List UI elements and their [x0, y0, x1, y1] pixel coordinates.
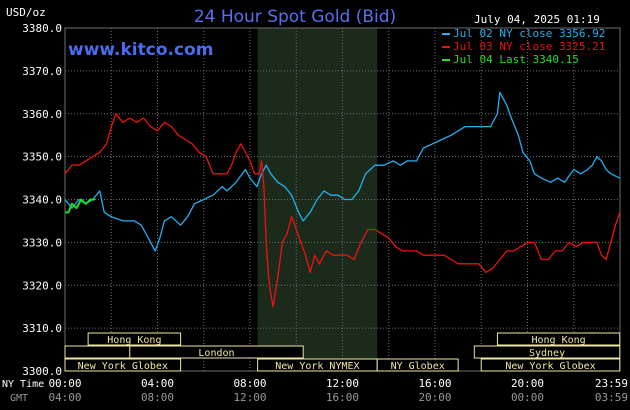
y-tick-label: 3300.0 — [22, 365, 62, 378]
session-label: Hong Kong — [107, 335, 161, 346]
x-tick-label-gmt: 16:00 — [326, 391, 359, 404]
x-tick-label-ny: 23:59 — [595, 377, 628, 390]
x-tick-label-ny: 04:00 — [141, 377, 174, 390]
session-box: Hong Kong — [87, 332, 182, 346]
session-box: London — [129, 345, 304, 359]
session-label: Sydney — [529, 348, 565, 359]
series-line-1 — [64, 91, 621, 252]
x-tick-label-ny: 12:00 — [326, 377, 359, 390]
y-tick-label: 3320.0 — [22, 279, 62, 292]
watermark-text: www.kitco.com — [68, 40, 213, 60]
x-tick-label-ny: 20:00 — [511, 377, 544, 390]
x-tick-label-gmt: 04:00 — [48, 391, 81, 404]
legend-entry: Jul 02 NY close 3356.92 — [453, 27, 605, 40]
y-tick-label: 3340.0 — [22, 194, 62, 207]
legend-entry: Jul 04 Last 3340.15 — [453, 53, 579, 66]
x-tick-label-gmt: 00:00 — [511, 391, 544, 404]
y-tick-label: 3380.0 — [22, 22, 62, 35]
x-tick-label-ny: 00:00 — [48, 377, 81, 390]
y-tick-label: 3370.0 — [22, 65, 62, 78]
series-line-3 — [65, 198, 96, 214]
session-label: New York NYMEX — [275, 361, 359, 372]
x-row-label-ny: NY Time — [2, 379, 44, 390]
y-tick-label: 3360.0 — [22, 108, 62, 121]
series-line-2 — [64, 113, 621, 308]
x-row-label-gmt: GMT — [10, 393, 28, 404]
session-label: New York Globex — [505, 361, 595, 372]
x-tick-label-gmt: 03:59 — [595, 391, 628, 404]
x-tick-label-ny: 16:00 — [418, 377, 451, 390]
session-box: Sydney — [473, 345, 621, 359]
legend-entry: Jul 03 NY close 3325.21 — [453, 40, 605, 53]
x-tick-label-ny: 08:00 — [233, 377, 266, 390]
session-box: Hong Kong — [496, 332, 621, 346]
date-label: July 04, 2025 01:19 — [474, 13, 600, 26]
x-tick-label-gmt: 12:00 — [233, 391, 266, 404]
y-tick-label: 3330.0 — [22, 236, 62, 249]
session-label: NY Globex — [391, 361, 445, 372]
session-label: Hong Kong — [532, 335, 586, 346]
chart-title: 24 Hour Spot Gold (Bid) — [194, 7, 396, 27]
session-box: New York Globex — [480, 358, 621, 372]
x-tick-label-gmt: 20:00 — [418, 391, 451, 404]
session-box: New York Globex — [64, 358, 182, 372]
y-tick-label: 3350.0 — [22, 151, 62, 164]
session-box: New York NYMEX — [257, 358, 378, 372]
session-box: NY Globex — [376, 358, 459, 372]
session-label: London — [198, 348, 234, 359]
y-tick-label: 3310.0 — [22, 322, 62, 335]
y-unit-label: USD/oz — [6, 6, 46, 19]
x-tick-label-gmt: 08:00 — [141, 391, 174, 404]
session-label: New York Globex — [78, 361, 168, 372]
